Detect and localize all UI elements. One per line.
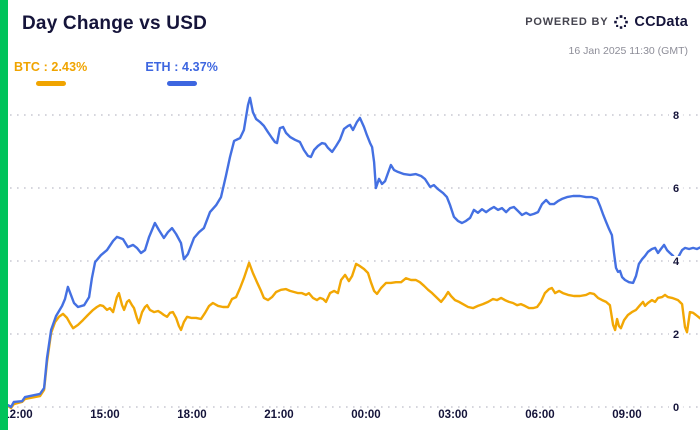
legend-label-btc: BTC : 2.43% <box>14 60 88 74</box>
legend-item-eth[interactable]: ETH : 4.37% <box>145 60 218 86</box>
eth-line <box>8 96 700 409</box>
powered-by-block: POWERED BY CCData <box>525 14 688 30</box>
btc-line <box>8 261 700 410</box>
legend-item-btc[interactable]: BTC : 2.43% <box>14 60 87 86</box>
brand-name: CCData <box>634 14 688 30</box>
timestamp: 16 Jan 2025 11:30 (GMT) <box>568 45 688 57</box>
accent-bar <box>0 0 8 430</box>
legend: BTC : 2.43% ETH : 4.37% <box>14 60 218 86</box>
legend-swatch-btc <box>35 81 66 86</box>
ccdata-logo-icon <box>614 15 629 29</box>
powered-by-label: POWERED BY <box>525 16 609 28</box>
gridlines <box>10 114 698 408</box>
legend-swatch-eth <box>166 81 197 86</box>
legend-label-eth: ETH : 4.37% <box>145 60 218 74</box>
page-title: Day Change vs USD <box>22 13 208 34</box>
